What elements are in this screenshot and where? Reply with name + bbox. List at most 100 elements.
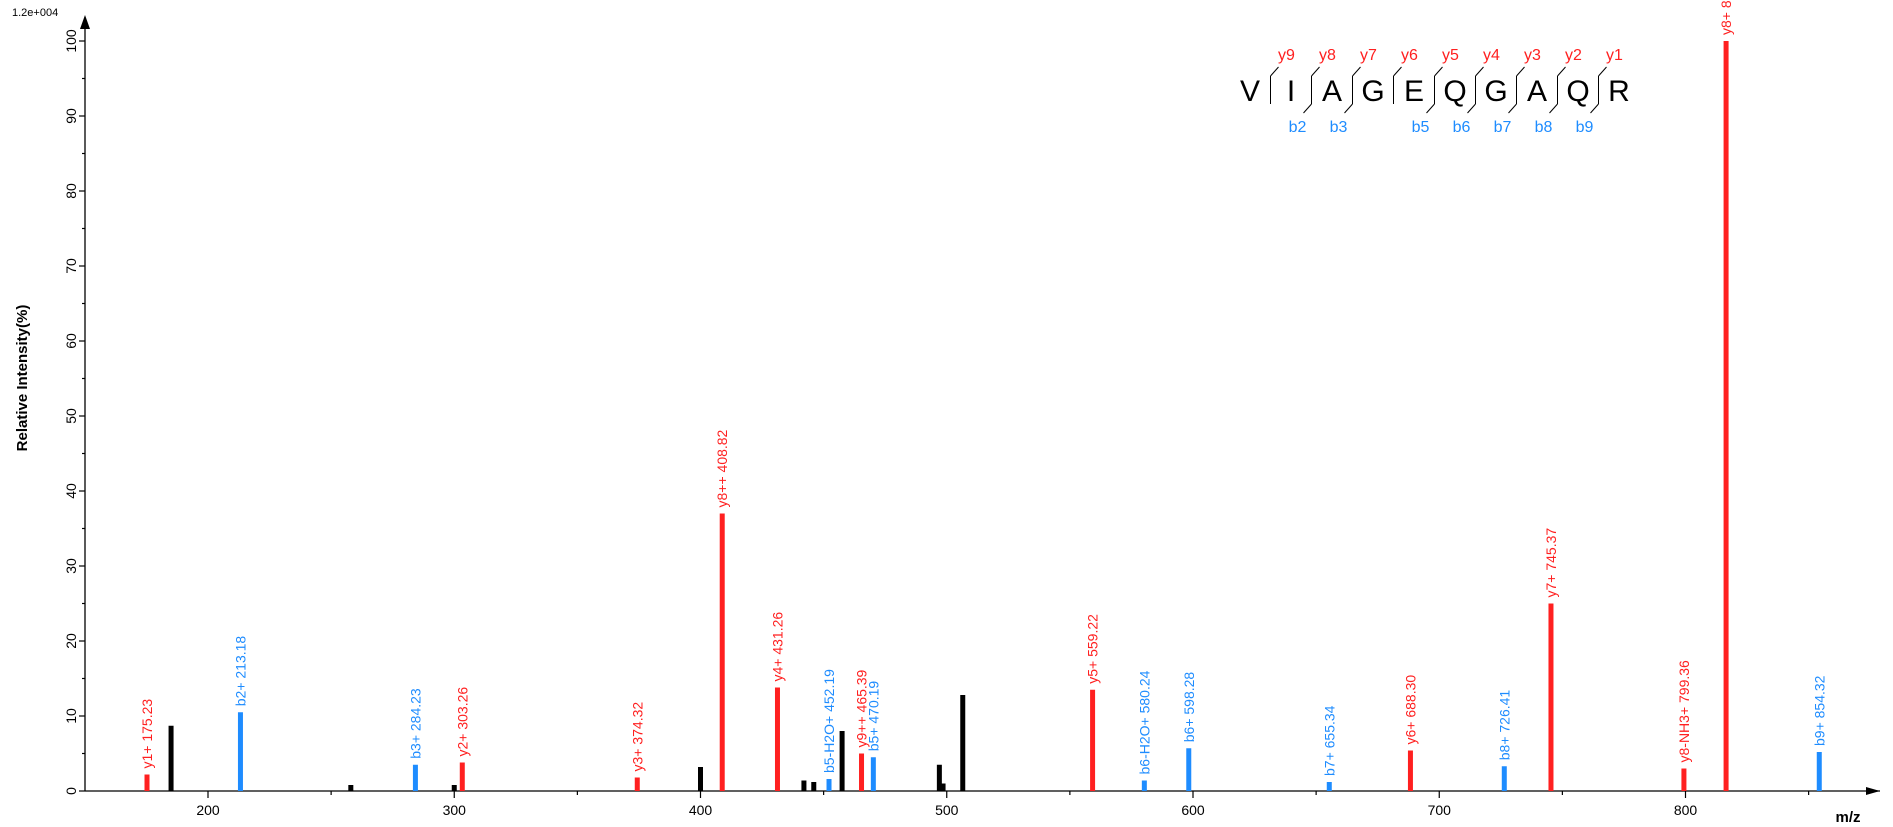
peak-label: y8++ 408.82 [714, 429, 730, 507]
b-fragment-tick [1303, 103, 1312, 114]
unassigned-peak [801, 780, 807, 791]
y-ion-peak [719, 513, 725, 791]
peaks [144, 41, 1822, 791]
peak-label: y6+ 688.30 [1402, 675, 1418, 745]
axes: 1.2e+004 0 10 20 30 40 50 60 70 80 90 100 200 300 400 5… [12, 7, 1880, 826]
peak-labels: y1+ 175.23 b2+ 213.18 b3+ 284.23 y2+ 303.26… [139, 0, 1827, 776]
x-tick-label: 700 [1428, 802, 1452, 818]
y-ion-peak [1090, 689, 1096, 791]
y-ion-label: y9 [1278, 47, 1295, 64]
unassigned-peak [936, 764, 942, 791]
y-tick-label: 40 [63, 483, 79, 499]
peak-label: y7+ 745.37 [1543, 528, 1559, 598]
b-ion-peak [870, 757, 876, 791]
y-fragment-tick [1516, 66, 1525, 77]
y-axis-arrow-icon [80, 15, 90, 29]
y-ion-label: y7 [1360, 47, 1377, 64]
b-ion-label: b2 [1289, 119, 1307, 136]
y-fragment-tick [1270, 66, 1279, 77]
peak-label: y3+ 374.32 [629, 702, 645, 772]
y-fragment-tick [1475, 66, 1484, 77]
peak-label: y1+ 175.23 [139, 699, 155, 769]
y-ion-peak [859, 753, 865, 791]
y-tick-label: 30 [63, 558, 79, 574]
y-ion-peak [1407, 750, 1413, 791]
y-ion-peak [144, 774, 150, 791]
peak-label: b7+ 655.34 [1321, 705, 1337, 776]
peak-label: y5+ 559.22 [1085, 614, 1101, 684]
sequence-residue: Q [1443, 75, 1466, 108]
b-ion-peak [1326, 782, 1332, 791]
x-tick-label: 500 [935, 802, 959, 818]
y-ion-label: y6 [1401, 47, 1418, 64]
y-fragment-tick [1598, 66, 1607, 77]
b-fragment-tick [1426, 103, 1435, 114]
y-ion-label: y8 [1319, 47, 1336, 64]
y-tick-label: 10 [63, 708, 79, 724]
peak-label: y9++ 465.39 [854, 669, 870, 747]
y-tick-label: 50 [63, 408, 79, 424]
x-tick-label: 600 [1181, 802, 1205, 818]
b-fragment-tick [1549, 103, 1558, 114]
peak-label: b2+ 213.18 [232, 636, 248, 707]
peak-label: b5-H2O+ 452.19 [821, 669, 837, 773]
sequence-residue: G [1361, 75, 1384, 108]
y-ion-label: y5 [1442, 47, 1459, 64]
b-fragment-tick [1467, 103, 1476, 114]
y-tick-label: 100 [63, 29, 79, 53]
sequence-residue: I [1287, 75, 1295, 108]
b-ion-peak [1141, 780, 1147, 791]
unassigned-peak [940, 783, 946, 791]
b-ion-label: b7 [1494, 119, 1512, 136]
y-ion-label: y2 [1565, 47, 1582, 64]
peak-label: b6-H2O+ 580.24 [1136, 670, 1152, 774]
x-tick-label: 800 [1674, 802, 1698, 818]
peak-label: b3+ 284.23 [407, 688, 423, 759]
y-ion-peak [1681, 768, 1687, 791]
sequence-residue: R [1608, 75, 1630, 108]
y-fragment-tick [1352, 66, 1361, 77]
b-ion-label: b9 [1576, 119, 1594, 136]
y-fragment-tick [1393, 66, 1402, 77]
y-tick-label: 60 [63, 333, 79, 349]
y-ion-label: y3 [1524, 47, 1541, 64]
b-ion-peak [237, 712, 243, 791]
x-axis-title: m/z [1835, 809, 1860, 826]
y-ion-peak [774, 687, 780, 791]
b-fragment-tick [1508, 103, 1517, 114]
peak-label: y8+ 816.48 [1718, 0, 1734, 35]
y-tick-label: 90 [63, 108, 79, 124]
y-tick-label: 80 [63, 183, 79, 199]
unassigned-peak [451, 785, 457, 791]
y-ion-peak [459, 762, 465, 791]
b-ion-peak [412, 764, 418, 791]
sequence-residue: V [1240, 75, 1260, 108]
b-ion-peak [1186, 748, 1192, 791]
b-ion-peak [826, 779, 832, 791]
b-ion-label: b8 [1535, 119, 1553, 136]
x-tick-label: 200 [196, 802, 220, 818]
y-tick-label: 20 [63, 633, 79, 649]
sequence-residue: G [1484, 75, 1507, 108]
b-fragment-tick [1590, 103, 1599, 114]
b-ion-label: b3 [1330, 119, 1348, 136]
peak-label: y8-NH3+ 799.36 [1676, 660, 1692, 763]
peak-label: b6+ 598.28 [1181, 672, 1197, 743]
unassigned-peak [960, 695, 966, 791]
peak-label: b9+ 854.32 [1811, 675, 1827, 746]
b-ion-label: b5 [1412, 119, 1430, 136]
x-axis-arrow-icon [1866, 787, 1880, 795]
y-axis-title: Relative Intensity(%) [14, 305, 31, 452]
unassigned-peak [698, 767, 703, 791]
y-tick-label: 70 [63, 258, 79, 274]
y-fragment-tick [1557, 66, 1566, 77]
y-fragment-tick [1434, 66, 1443, 77]
sequence-residue: A [1322, 75, 1342, 108]
y-fragment-tick [1311, 66, 1320, 77]
sequence-residue: A [1527, 75, 1547, 108]
y-ion-peak [1548, 603, 1554, 791]
b-ion-peak [1501, 766, 1507, 791]
peak-label: b8+ 726.41 [1496, 690, 1512, 761]
